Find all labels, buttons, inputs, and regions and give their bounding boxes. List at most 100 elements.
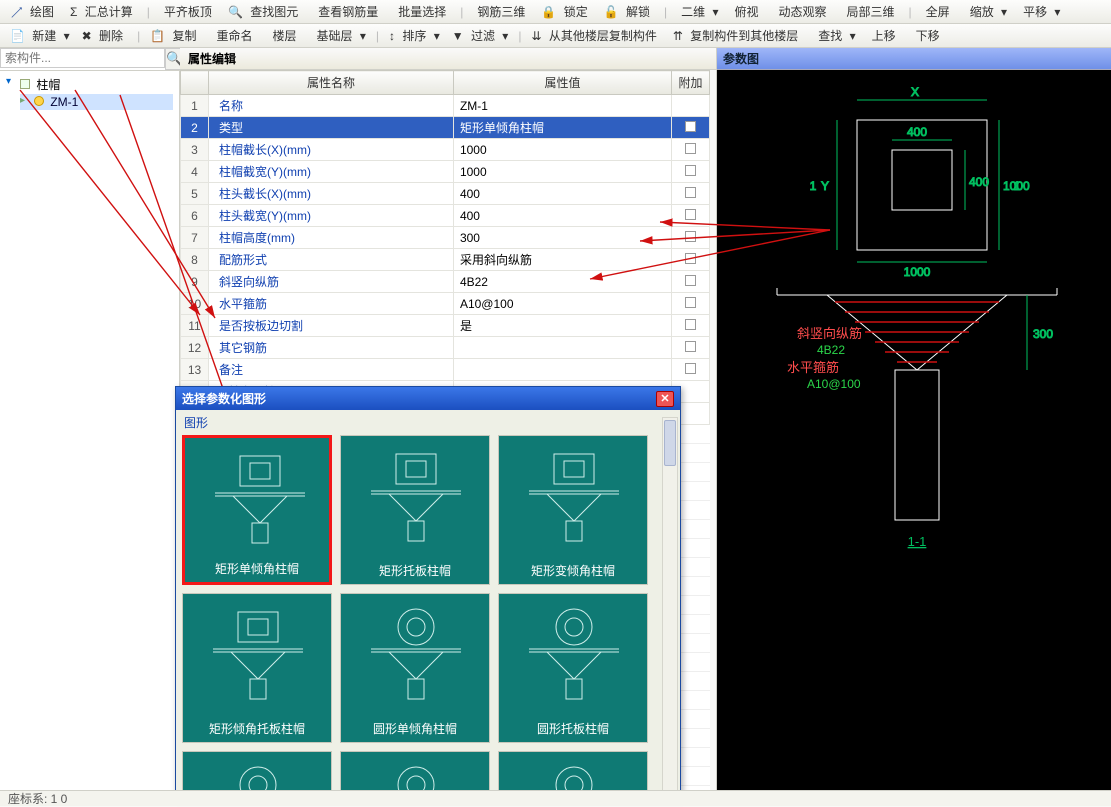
prop-row[interactable]: 13备注 bbox=[181, 359, 710, 381]
folder-icon bbox=[20, 79, 30, 89]
shape-card[interactable]: 矩形变倾角柱帽 bbox=[498, 435, 648, 585]
prop-row[interactable]: 3柱帽截长(X)(mm)1000 bbox=[181, 139, 710, 161]
menu-topview[interactable]: 俯视 bbox=[727, 2, 767, 21]
prop-row[interactable]: 8配筋形式采用斜向纵筋 bbox=[181, 249, 710, 271]
checkbox[interactable] bbox=[685, 319, 696, 330]
prop-row[interactable]: 2类型矩形单倾角柱帽 bbox=[181, 117, 710, 139]
prop-row[interactable]: 7柱帽高度(mm)300 bbox=[181, 227, 710, 249]
menu-pan[interactable]: 平移 ▾ bbox=[1015, 2, 1064, 21]
shape-label: 矩形倾角托板柱帽 bbox=[183, 717, 331, 742]
left-pane: 🔍 柱帽 ZM-1 bbox=[0, 48, 180, 806]
svg-text:X: X bbox=[911, 85, 919, 99]
search-input[interactable] bbox=[0, 48, 165, 68]
btn-copy-from-floor[interactable]: ⇊ 从其他楼层复制构件 bbox=[527, 26, 664, 45]
prop-row[interactable]: 6柱头截宽(Y)(mm)400 bbox=[181, 205, 710, 227]
shape-card[interactable]: 圆形单倾角柱帽 bbox=[340, 593, 490, 743]
btn-delete[interactable]: ✖ 删除 bbox=[78, 26, 131, 45]
menu-flat[interactable]: 平齐板顶 bbox=[156, 2, 220, 21]
tree-root[interactable]: 柱帽 bbox=[6, 75, 173, 94]
btn-find[interactable]: 查找 ▾ bbox=[810, 26, 859, 45]
menu-batch-select[interactable]: 批量选择 bbox=[390, 2, 454, 21]
svg-text:A10@100: A10@100 bbox=[807, 377, 861, 391]
checkbox[interactable] bbox=[685, 143, 696, 154]
checkbox[interactable] bbox=[685, 187, 696, 198]
shape-grid: 矩形单倾角柱帽 矩形托板柱帽 矩形变倾角柱帽 矩形倾角托板柱帽 bbox=[176, 435, 680, 797]
menu-local3d[interactable]: 局部三维 bbox=[839, 2, 903, 21]
checkbox[interactable] bbox=[685, 341, 696, 352]
svg-text:4B22: 4B22 bbox=[817, 343, 845, 357]
checkbox[interactable] bbox=[685, 297, 696, 308]
shape-card[interactable]: 矩形托板柱帽 bbox=[340, 435, 490, 585]
btn-rename[interactable]: 重命名 bbox=[208, 26, 260, 45]
btn-up[interactable]: 上移 bbox=[864, 26, 904, 45]
menu-zoom[interactable]: 缩放 ▾ bbox=[962, 2, 1011, 21]
prop-row[interactable]: 1名称ZM-1 bbox=[181, 95, 710, 117]
menu-lock[interactable]: 🔒 锁定 bbox=[537, 2, 595, 21]
checkbox[interactable] bbox=[685, 253, 696, 264]
dialog-titlebar[interactable]: 选择参数化图形 ✕ bbox=[176, 387, 680, 410]
prop-row[interactable]: 11是否按板边切割是 bbox=[181, 315, 710, 337]
status-bar: 座标系: 1 0 bbox=[0, 790, 1111, 806]
col-add: 附加 bbox=[672, 71, 710, 95]
prop-row[interactable]: 10水平箍筋A10@100 bbox=[181, 293, 710, 315]
btn-copy[interactable]: 📋 复制 bbox=[146, 26, 204, 45]
shape-label: 圆形单倾角柱帽 bbox=[341, 717, 489, 742]
menu-unlock[interactable]: 🔓 解锁 bbox=[600, 2, 658, 21]
btn-new[interactable]: 📄 新建 ▾ bbox=[6, 26, 74, 45]
svg-text:1-1: 1-1 bbox=[908, 534, 927, 549]
shape-label: 矩形单倾角柱帽 bbox=[185, 557, 329, 582]
menu-find-elem[interactable]: 🔍 查找图元 bbox=[224, 2, 306, 21]
btn-sort[interactable]: ↕ 排序 ▾ bbox=[385, 26, 444, 45]
btn-filter[interactable]: ▼ 过滤 ▾ bbox=[448, 26, 513, 45]
node-icon bbox=[34, 96, 44, 106]
prop-row[interactable]: 4柱帽截宽(Y)(mm)1000 bbox=[181, 161, 710, 183]
shape-label: 矩形变倾角柱帽 bbox=[499, 559, 647, 584]
right-pane: 参数图 X 400 400 1000 bbox=[716, 48, 1111, 806]
tree-root-label: 柱帽 bbox=[36, 78, 60, 92]
dialog-title: 选择参数化图形 bbox=[182, 390, 266, 407]
shape-card[interactable]: 圆形托板柱帽 bbox=[498, 593, 648, 743]
cbo-base-floor[interactable]: 基础层 ▾ bbox=[309, 26, 370, 45]
menubar: 绘图 Σ 汇总计算 | 平齐板顶 🔍 查找图元 查看钢筋量 批量选择 | 钢筋三… bbox=[0, 0, 1111, 24]
property-table[interactable]: 属性名称 属性值 附加 1名称ZM-12类型矩形单倾角柱帽3柱帽截长(X)(mm… bbox=[180, 70, 710, 425]
svg-text:水平箍筋: 水平箍筋 bbox=[787, 360, 839, 375]
checkbox[interactable] bbox=[685, 121, 696, 132]
component-tree[interactable]: 柱帽 ZM-1 bbox=[0, 71, 179, 114]
prop-row[interactable]: 12其它钢筋 bbox=[181, 337, 710, 359]
svg-text:Y: Y bbox=[821, 179, 829, 193]
svg-text:1000: 1000 bbox=[904, 265, 931, 279]
checkbox[interactable] bbox=[685, 209, 696, 220]
dialog-close-button[interactable]: ✕ bbox=[656, 391, 674, 407]
tree-item-zm1[interactable]: ZM-1 bbox=[20, 94, 173, 110]
menu-2d[interactable]: 二维 ▾ bbox=[673, 2, 722, 21]
svg-text:1: 1 bbox=[1014, 179, 1021, 193]
menu-sum[interactable]: Σ 汇总计算 bbox=[66, 2, 141, 21]
shape-card[interactable]: 矩形单倾角柱帽 bbox=[182, 435, 332, 585]
param-diagram-title: 参数图 bbox=[717, 48, 1111, 70]
menu-rebar-view[interactable]: 查看钢筋量 bbox=[310, 2, 386, 21]
checkbox[interactable] bbox=[685, 275, 696, 286]
menu-rebar-3d[interactable]: 钢筋三维 bbox=[469, 2, 533, 21]
svg-text:1: 1 bbox=[810, 179, 817, 193]
checkbox[interactable] bbox=[685, 165, 696, 176]
btn-down[interactable]: 下移 bbox=[908, 26, 948, 45]
prop-row[interactable]: 9斜竖向纵筋4B22 bbox=[181, 271, 710, 293]
property-panel-title: 属性编辑 bbox=[180, 48, 716, 70]
svg-text:300: 300 bbox=[1033, 327, 1053, 341]
svg-text:400: 400 bbox=[969, 175, 989, 189]
prop-row[interactable]: 5柱头截长(X)(mm)400 bbox=[181, 183, 710, 205]
menu-fullscreen[interactable]: 全屏 bbox=[918, 2, 958, 21]
dialog-scrollbar[interactable] bbox=[662, 417, 678, 791]
checkbox[interactable] bbox=[685, 231, 696, 242]
btn-copy-to-floor[interactable]: ⇈ 复制构件到其他楼层 bbox=[669, 26, 806, 45]
col-value: 属性值 bbox=[453, 71, 671, 95]
checkbox[interactable] bbox=[685, 363, 696, 374]
shape-card[interactable]: 矩形倾角托板柱帽 bbox=[182, 593, 332, 743]
shape-dialog[interactable]: 选择参数化图形 ✕ 图形 矩形单倾角柱帽 矩形托板柱帽 矩形变倾角柱帽 bbox=[175, 386, 681, 798]
param-diagram: X 400 400 1000 1000 Y 1 1 bbox=[717, 70, 1111, 806]
status-text: 座标系: 1 0 bbox=[8, 790, 67, 807]
btn-floor[interactable]: 楼层 bbox=[265, 26, 305, 45]
menu-draw-icon[interactable]: 绘图 bbox=[6, 2, 62, 21]
dialog-subheader: 图形 bbox=[176, 410, 680, 435]
menu-dynview[interactable]: 动态观察 bbox=[771, 2, 835, 21]
